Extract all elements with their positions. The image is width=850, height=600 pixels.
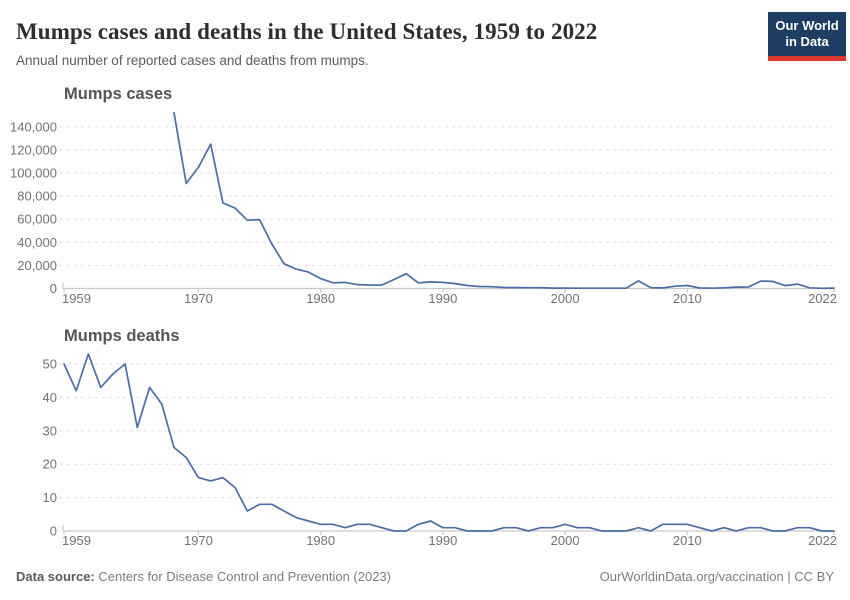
x-axis-tick-label: 2000 — [551, 533, 580, 548]
y-axis-tick-label: 40 — [43, 390, 57, 405]
owid-logo: Our World in Data — [768, 12, 846, 61]
x-axis-tick-label: 1980 — [306, 533, 335, 548]
x-axis-tick-label: 1959 — [62, 291, 91, 306]
data-source-text: Centers for Disease Control and Preventi… — [94, 569, 392, 584]
y-axis-tick-label: 60,000 — [17, 212, 57, 227]
x-axis-tick-label: 1970 — [184, 291, 213, 306]
y-axis-tick-label: 0 — [50, 281, 57, 296]
y-axis-tick-label: 20,000 — [17, 258, 57, 273]
owid-url-license: OurWorldinData.org/vaccination | CC BY — [599, 569, 834, 584]
y-axis-tick-label: 50 — [43, 357, 57, 372]
owid-logo-line1: Our World — [775, 18, 839, 33]
x-axis-tick-label: 1970 — [184, 533, 213, 548]
page-subtitle: Annual number of reported cases and deat… — [16, 53, 369, 68]
data-line — [63, 353, 835, 532]
y-axis-tick-label: 100,000 — [10, 166, 57, 181]
data-source-note: Data source: Centers for Disease Control… — [16, 569, 391, 584]
page-footer: Data source: Centers for Disease Control… — [16, 569, 834, 584]
deaths-line-chart: 0 10 20 30 40 50 1959 1970 1980 1990 2000 2010 2022 — [43, 353, 837, 548]
data-source-label: Data source: — [16, 569, 95, 584]
y-axis-tick-label: 0 — [50, 524, 57, 539]
cases-chart-title: Mumps cases — [64, 85, 173, 103]
y-axis-tick-label: 140,000 — [10, 119, 57, 134]
x-axis-tick-label: 2010 — [673, 533, 702, 548]
x-axis-tick-label: 1980 — [306, 291, 335, 306]
y-axis-tick-label: 10 — [43, 490, 57, 505]
data-line — [173, 111, 835, 290]
x-axis-tick-label: 2022 — [808, 533, 837, 548]
deaths-chart-title: Mumps deaths — [64, 327, 180, 345]
y-axis-tick-label: 30 — [43, 423, 57, 438]
x-axis-tick-label: 2022 — [808, 291, 837, 306]
page-title: Mumps cases and deaths in the United Sta… — [16, 19, 598, 44]
y-axis-tick-label: 120,000 — [10, 142, 57, 157]
x-axis-tick-label: 2010 — [673, 291, 702, 306]
x-axis-tick-label: 2000 — [551, 291, 580, 306]
x-axis-tick-label: 1990 — [428, 533, 457, 548]
cases-line-chart: 0 20,000 40,000 60,000 80,000 100,000 120,000 1… — [10, 111, 837, 306]
y-axis-tick-label: 20 — [43, 457, 57, 472]
y-axis-tick-label: 80,000 — [17, 189, 57, 204]
x-axis-tick-label: 1959 — [62, 533, 91, 548]
owid-logo-line2: in Data — [785, 34, 829, 50]
x-axis-tick-label: 1990 — [428, 291, 457, 306]
y-axis-tick-label: 40,000 — [17, 235, 57, 250]
